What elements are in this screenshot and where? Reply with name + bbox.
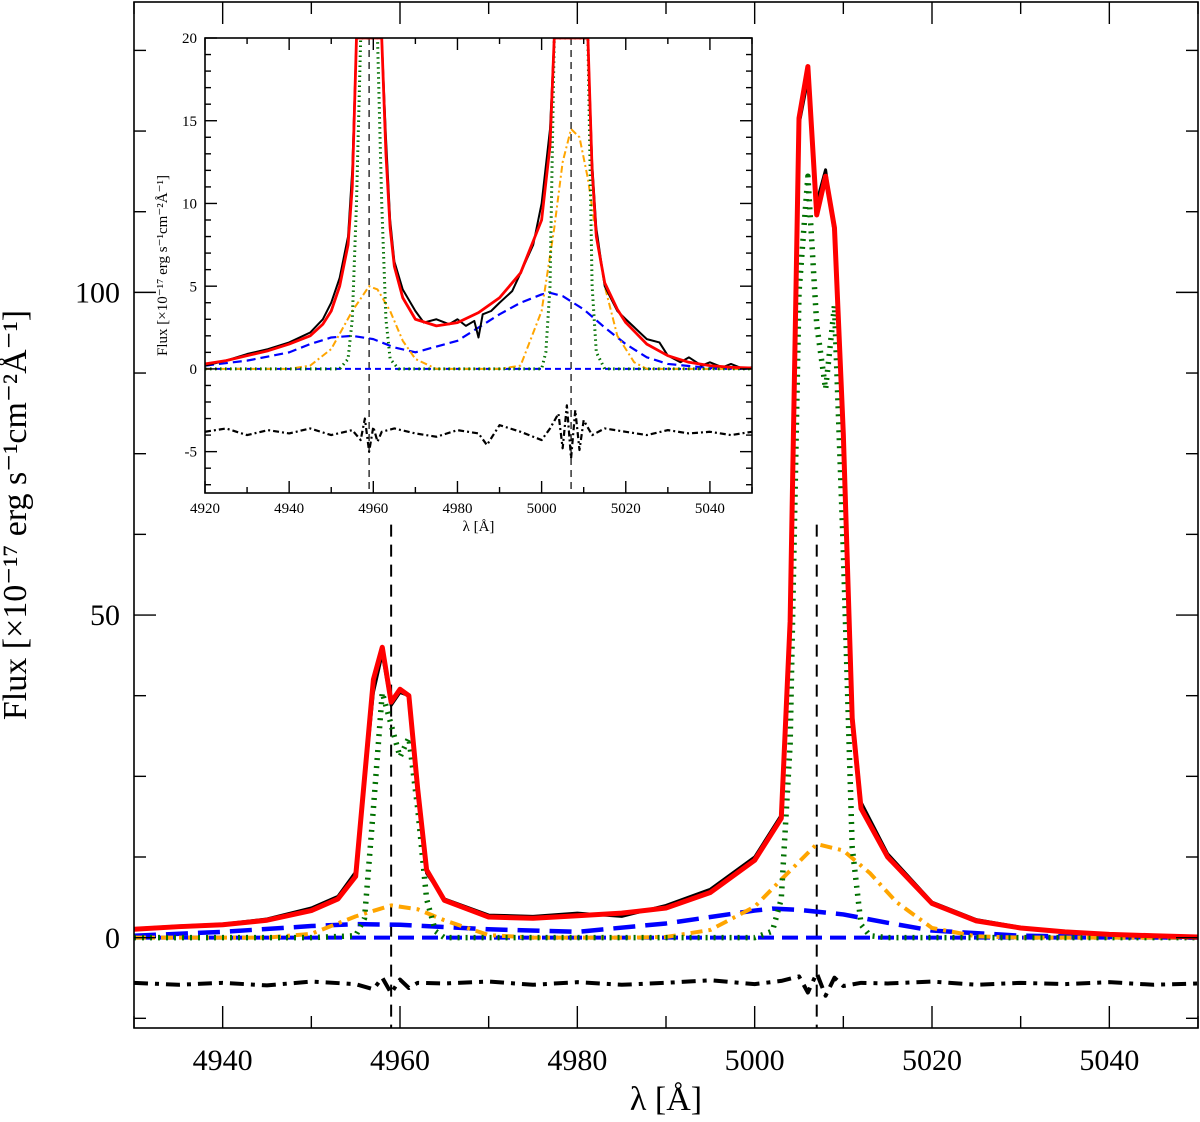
x-tick-label: 4940 <box>274 501 304 517</box>
x-tick-label: 5000 <box>725 1044 785 1077</box>
x-tick-label: 4920 <box>190 501 220 517</box>
series-narrow-component <box>205 38 752 371</box>
x-tick-label: 5000 <box>527 501 557 517</box>
y-tick-label: 0 <box>190 362 198 378</box>
x-axis-label: λ [Å] <box>463 519 495 535</box>
series-total-fit <box>205 38 752 370</box>
series-residuals <box>205 404 752 460</box>
inset-plot: 4920 4940 4960 4980 5000 5020 5040 -5 0 5 10 15 20 λ … <box>155 31 753 535</box>
y-tick-label: 10 <box>182 197 197 213</box>
x-tick-label: 4960 <box>370 1044 430 1077</box>
x-tick-label: 4940 <box>193 1044 253 1077</box>
series-broad-component <box>205 291 752 371</box>
series-total-fit <box>134 64 1198 940</box>
y-tick-label: 5 <box>190 279 198 295</box>
plot-area <box>205 38 752 493</box>
y-tick-label: 0 <box>105 922 120 955</box>
series-broad-component <box>134 906 1198 940</box>
y-axis-label: Flux [×10⁻¹⁷ erg s⁻¹cm⁻²Å⁻¹] <box>155 175 171 356</box>
y-tick-label: 100 <box>75 277 120 310</box>
y-tick-label: 20 <box>182 31 197 47</box>
x-tick-label: 5020 <box>611 501 641 517</box>
plot-area <box>134 64 1198 1028</box>
y-axis-label: Flux [×10⁻¹⁷ erg s⁻¹cm⁻²Å⁻¹] <box>0 310 34 720</box>
series-narrow-component <box>134 173 1198 941</box>
y-tick-label: 50 <box>90 599 120 632</box>
x-tick-label: 5020 <box>902 1044 962 1077</box>
series-residuals <box>134 971 1198 998</box>
x-axis-label: λ [Å] <box>630 1081 702 1118</box>
x-tick-label: 4980 <box>442 501 472 517</box>
x-tick-label: 4960 <box>358 501 388 517</box>
y-tick-label: -5 <box>185 445 198 461</box>
x-tick-label: 5040 <box>1079 1044 1139 1077</box>
y-tick-label: 15 <box>182 114 197 130</box>
x-tick-label: 5040 <box>695 501 725 517</box>
x-tick-label: 4980 <box>547 1044 607 1077</box>
axes-frame <box>204 37 753 494</box>
